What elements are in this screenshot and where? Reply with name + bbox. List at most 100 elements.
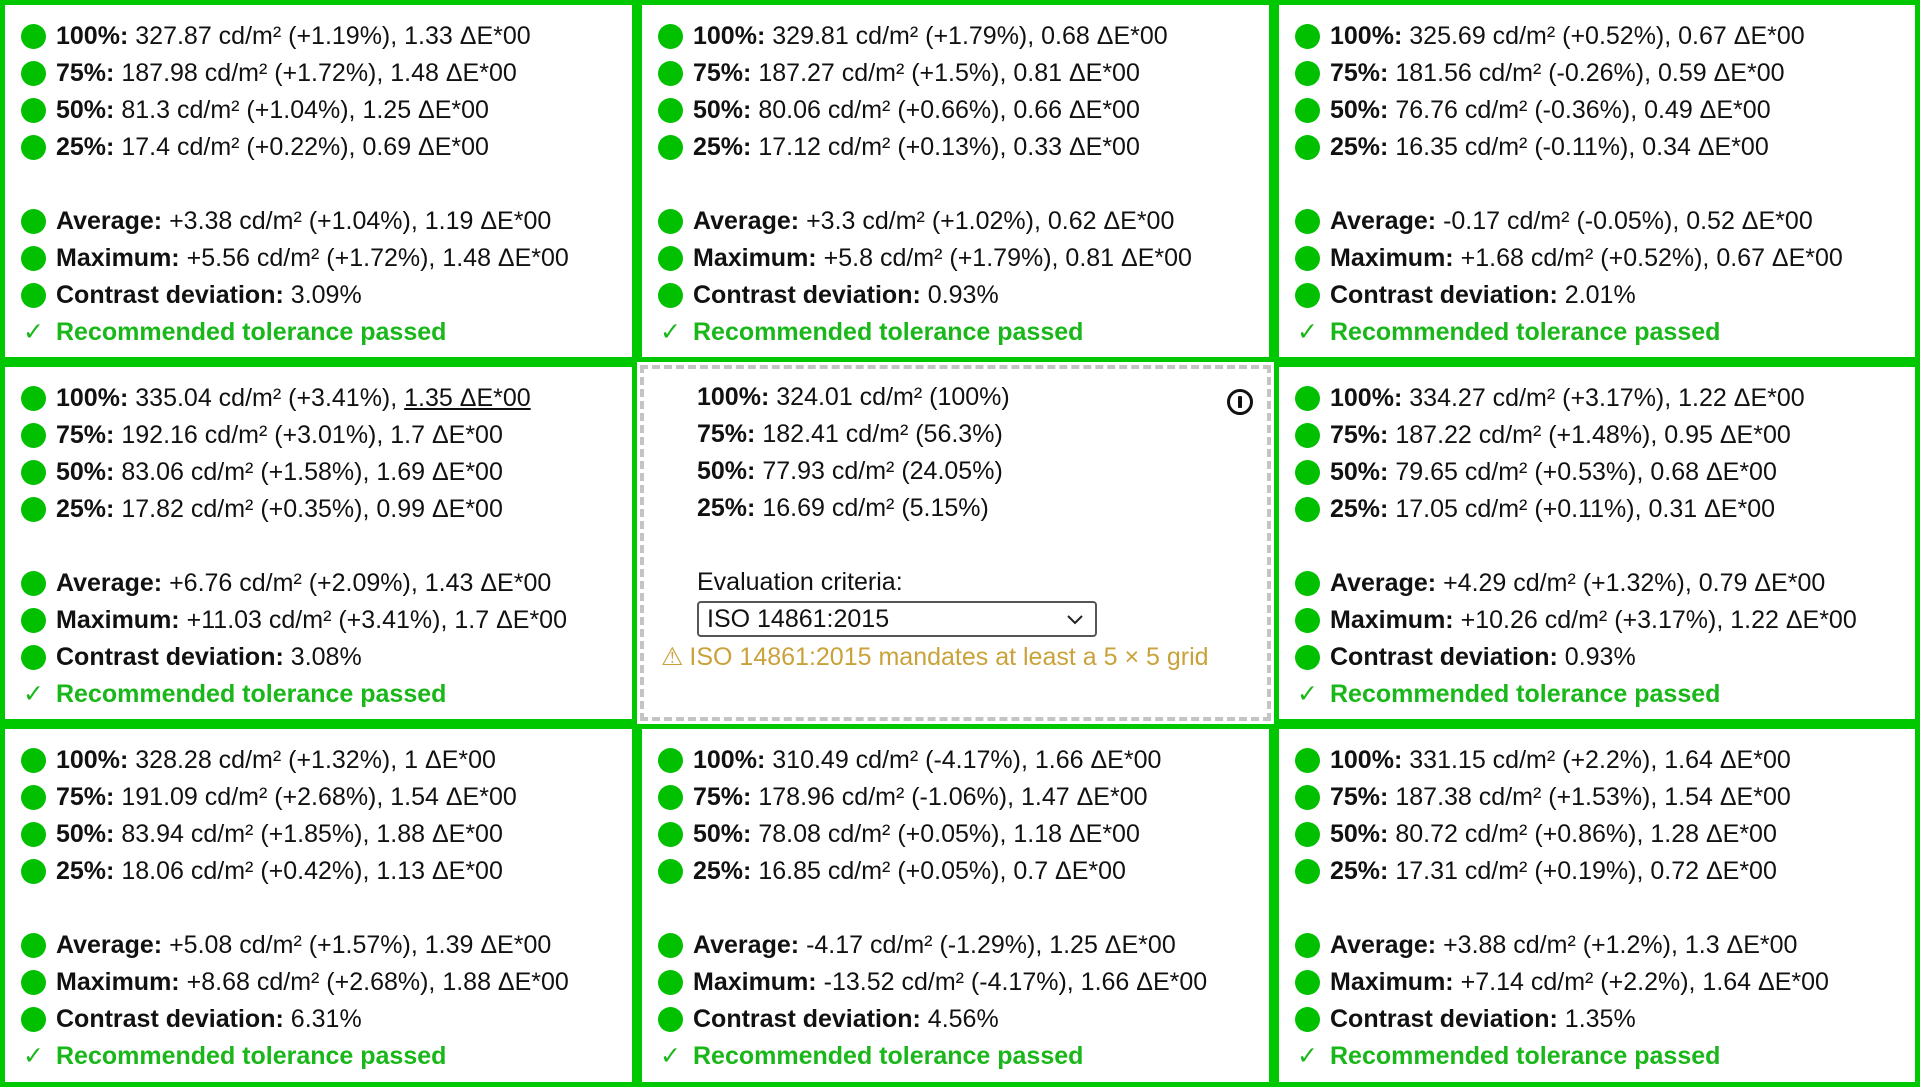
green-dot-icon	[1295, 460, 1320, 485]
green-dot-icon	[1295, 822, 1320, 847]
row-label: Maximum:	[693, 968, 817, 996]
green-dot-icon	[1295, 497, 1320, 522]
contrast-deviation-row: Contrast deviation: 0.93%	[1295, 639, 1915, 676]
level-25-row: 25%: 17.12 cd/m² (+0.13%), 0.33 ΔE*00	[658, 129, 1269, 166]
row-label: Contrast deviation:	[56, 643, 284, 671]
green-dot-icon	[1295, 209, 1320, 234]
warning-triangle-icon: ⚠	[661, 643, 684, 671]
maximum-row: Maximum: +8.68 cd/m² (+2.68%), 1.88 ΔE*00	[21, 964, 632, 1001]
row-value: 83.94 cd/m² (+1.85%), 1.88 ΔE*00	[121, 820, 503, 848]
row-value: 6.31%	[290, 1005, 362, 1033]
row-value: +7.14 cd/m² (+2.2%), 1.64 ΔE*00	[1460, 968, 1829, 996]
green-dot-icon	[658, 822, 683, 847]
row-value: 324.01 cd/m² (100%)	[776, 383, 1010, 411]
row-label: 25%:	[1330, 495, 1389, 523]
contrast-deviation-row: Contrast deviation: 0.93%	[658, 277, 1269, 314]
row-value: -13.52 cd/m² (-4.17%), 1.66 ΔE*00	[823, 968, 1208, 996]
row-label: 100%:	[56, 22, 129, 50]
status-text: Recommended tolerance passed	[1330, 318, 1721, 346]
row-label: Average:	[1330, 931, 1437, 959]
green-dot-icon	[21, 61, 46, 86]
row-label: Maximum:	[56, 606, 180, 634]
row-label: 50%:	[1330, 820, 1389, 848]
green-dot-icon	[658, 61, 683, 86]
status-text: Recommended tolerance passed	[56, 318, 447, 346]
grid-cell-middle-right: 100%: 334.27 cd/m² (+3.17%), 1.22 ΔE*00 7…	[1274, 362, 1920, 724]
row-label: 100%:	[1330, 22, 1403, 50]
level-50-row: 50%: 80.06 cd/m² (+0.66%), 0.66 ΔE*00	[658, 92, 1269, 129]
row-label: 25%:	[1330, 857, 1389, 885]
row-value: -0.17 cd/m² (-0.05%), 0.52 ΔE*00	[1443, 207, 1813, 235]
row-label: 100%:	[693, 22, 766, 50]
row-value: 2.01%	[1564, 281, 1636, 309]
row-label: Maximum:	[1330, 244, 1454, 272]
row-value: +3.3 cd/m² (+1.02%), 0.62 ΔE*00	[806, 207, 1175, 235]
evaluation-criteria-select[interactable]: ISO 14861:2015	[697, 601, 1097, 637]
level-50-row: 50%: 78.08 cd/m² (+0.05%), 1.18 ΔE*00	[658, 816, 1269, 853]
warning-text: ISO 14861:2015 mandates at least a 5 × 5…	[689, 643, 1209, 671]
row-value: +8.68 cd/m² (+2.68%), 1.88 ΔE*00	[186, 968, 569, 996]
checkmark-icon: ✓	[1297, 1042, 1318, 1070]
level-25-row: 25%: 17.4 cd/m² (+0.22%), 0.69 ΔE*00	[21, 129, 632, 166]
grid-cell-center-reference: 100%: 324.01 cd/m² (100%) 75%: 182.41 cd/m…	[640, 365, 1271, 721]
highlighted-delta-e: 1.35 ΔE*00	[404, 384, 531, 412]
level-100-row: 100%: 327.87 cd/m² (+1.19%), 1.33 ΔE*00	[21, 18, 632, 55]
level-75-row: 75%: 187.27 cd/m² (+1.5%), 0.81 ΔE*00	[658, 55, 1269, 92]
green-dot-icon	[1295, 571, 1320, 596]
row-label: 50%:	[56, 96, 115, 124]
row-value: 4.56%	[927, 1005, 999, 1033]
checkmark-icon: ✓	[23, 1042, 44, 1070]
row-value: 77.93 cd/m² (24.05%)	[762, 457, 1003, 485]
green-dot-icon	[1295, 135, 1320, 160]
row-label: Contrast deviation:	[1330, 281, 1558, 309]
green-dot-icon	[21, 822, 46, 847]
row-value: 182.41 cd/m² (56.3%)	[762, 420, 1003, 448]
row-label: Maximum:	[56, 244, 180, 272]
row-label: 75%:	[697, 420, 756, 448]
row-label: Contrast deviation:	[56, 1005, 284, 1033]
green-dot-icon	[21, 98, 46, 123]
row-label: 50%:	[697, 457, 756, 485]
reference-75-row: 75%: 182.41 cd/m² (56.3%)	[697, 416, 1267, 453]
grid-cell-top-center: 100%: 329.81 cd/m² (+1.79%), 0.68 ΔE*00 7…	[637, 0, 1274, 362]
level-25-row: 25%: 18.06 cd/m² (+0.42%), 1.13 ΔE*00	[21, 853, 632, 890]
row-label: 25%:	[56, 857, 115, 885]
green-dot-icon	[658, 785, 683, 810]
maximum-row: Maximum: -13.52 cd/m² (-4.17%), 1.66 ΔE*0…	[658, 964, 1269, 1001]
info-icon[interactable]	[1227, 389, 1253, 415]
row-value: +3.88 cd/m² (+1.2%), 1.3 ΔE*00	[1443, 931, 1798, 959]
green-dot-icon	[1295, 859, 1320, 884]
contrast-deviation-row: Contrast deviation: 4.56%	[658, 1001, 1269, 1038]
row-label: 100%:	[56, 384, 129, 412]
grid-cell-top-left: 100%: 327.87 cd/m² (+1.19%), 1.33 ΔE*00 7…	[0, 0, 637, 362]
maximum-row: Maximum: +7.14 cd/m² (+2.2%), 1.64 ΔE*00	[1295, 964, 1915, 1001]
row-value: 329.81 cd/m² (+1.79%), 0.68 ΔE*00	[772, 22, 1168, 50]
green-dot-icon	[658, 98, 683, 123]
row-value: +11.03 cd/m² (+3.41%), 1.7 ΔE*00	[186, 606, 567, 634]
row-value: 187.22 cd/m² (+1.48%), 0.95 ΔE*00	[1395, 421, 1791, 449]
row-value: 1.35%	[1564, 1005, 1636, 1033]
level-50-row: 50%: 81.3 cd/m² (+1.04%), 1.25 ΔE*00	[21, 92, 632, 129]
row-value: 192.16 cd/m² (+3.01%), 1.7 ΔE*00	[121, 421, 503, 449]
row-value: 17.31 cd/m² (+0.19%), 0.72 ΔE*00	[1395, 857, 1777, 885]
average-row: Average: +6.76 cd/m² (+2.09%), 1.43 ΔE*00	[21, 565, 632, 602]
row-value: -4.17 cd/m² (-1.29%), 1.25 ΔE*00	[806, 931, 1176, 959]
green-dot-icon	[1295, 24, 1320, 49]
row-value: 187.38 cd/m² (+1.53%), 1.54 ΔE*00	[1395, 783, 1791, 811]
level-75-row: 75%: 181.56 cd/m² (-0.26%), 0.59 ΔE*00	[1295, 55, 1915, 92]
row-label: 50%:	[1330, 96, 1389, 124]
green-dot-icon	[658, 24, 683, 49]
level-50-row: 50%: 79.65 cd/m² (+0.53%), 0.68 ΔE*00	[1295, 454, 1915, 491]
green-dot-icon	[21, 24, 46, 49]
row-label: 25%:	[697, 494, 756, 522]
row-value: 17.12 cd/m² (+0.13%), 0.33 ΔE*00	[758, 133, 1140, 161]
row-label: 75%:	[56, 59, 115, 87]
row-label: Contrast deviation:	[693, 281, 921, 309]
row-label: 25%:	[56, 495, 115, 523]
row-value: 16.85 cd/m² (+0.05%), 0.7 ΔE*00	[758, 857, 1126, 885]
status-text: Recommended tolerance passed	[693, 1042, 1084, 1070]
green-dot-icon	[1295, 246, 1320, 271]
row-label: Contrast deviation:	[1330, 1005, 1558, 1033]
row-label: 75%:	[693, 59, 752, 87]
